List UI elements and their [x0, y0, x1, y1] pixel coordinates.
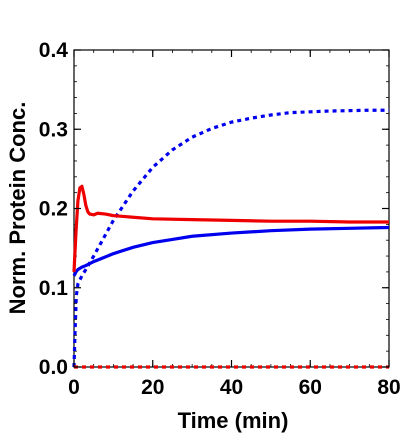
y-axis-ticks: 0.0 0.1 0.2 0.3 0.4: [39, 39, 389, 379]
series-line-3: [72, 184, 389, 272]
y-tick-label: 0.2: [39, 198, 68, 221]
y-tick-label: 0.4: [39, 39, 69, 62]
y-tick-label: 0.1: [39, 277, 69, 300]
x-axis-label: Time (min): [178, 408, 289, 433]
y-tick-label: 0.0: [39, 356, 68, 379]
series-line-1: [72, 108, 389, 368]
x-tick-label: 80: [377, 376, 400, 399]
series-layer: [72, 108, 390, 369]
y-tick-label: 0.3: [39, 118, 68, 141]
x-axis-ticks: 0 20 40 60 80: [68, 50, 400, 399]
series-line-2: [72, 225, 390, 277]
x-tick-label: 40: [220, 376, 243, 399]
x-tick-label: 60: [299, 376, 322, 399]
x-tick-label: 0: [68, 376, 80, 399]
y-axis-label: Norm. Protein Conc.: [5, 102, 30, 315]
x-tick-label: 20: [141, 376, 164, 399]
